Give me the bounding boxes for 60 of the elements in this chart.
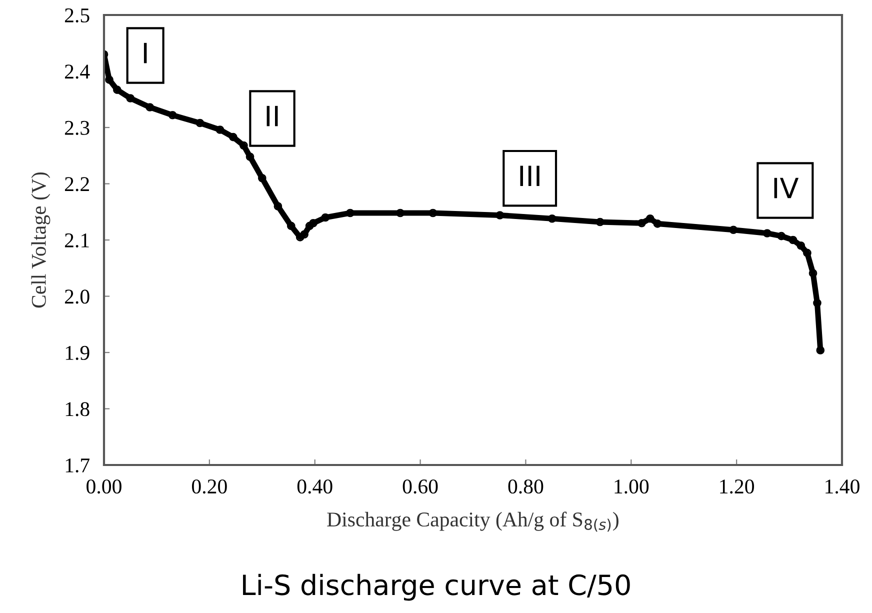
point [246,152,254,161]
text: Li-S discharge curve at C/50 [243,574,630,601]
x-tick-label: 1.20 [720,479,754,494]
point [305,222,314,230]
point [196,118,204,128]
point [808,269,818,278]
annotation: II [266,106,278,126]
point [216,126,224,134]
point [300,230,308,239]
point [321,213,330,222]
x-tick-label: 0.80 [508,479,544,494]
point [803,248,812,258]
point [729,226,738,234]
point [788,236,798,244]
point [309,218,318,228]
point [596,218,604,226]
point [274,202,282,210]
x-tick-label: 1.40 [826,479,860,494]
y-tick-label: 2.1 [64,233,89,248]
point [286,222,296,230]
annotation: I [144,42,147,64]
point [496,211,504,220]
x-tick-label: 0.00 [86,479,122,494]
y-tick-label: 2.0 [64,290,90,304]
x-tick-label: 1.00 [614,479,649,494]
y-tick-label: 2.4 [64,64,90,79]
y-tick-label: 1.8 [66,402,90,416]
x-tick-label: 0.20 [192,479,227,494]
x-tick-label: 0.40 [297,479,332,494]
annotation: IV [774,178,799,198]
y-axis-title: Cell Voltage (V) [31,172,50,308]
point [796,241,806,250]
point [228,132,238,142]
point [105,76,114,84]
point [126,94,135,102]
point [777,232,786,240]
x-tick-label: 0.60 [402,479,438,494]
annotation: III [520,166,540,186]
point [762,229,772,238]
point [548,214,556,223]
point [296,233,304,242]
point [168,110,177,120]
point [638,218,646,228]
y-tick-label: 2.2 [64,177,89,192]
point [113,86,122,94]
y-tick-label: 1.7 [66,458,90,473]
y-tick-label: 2.5 [64,8,90,23]
point [653,220,662,228]
y-tick-label: 1.9 [66,346,90,360]
point [646,214,654,223]
point [258,174,266,182]
point [428,208,438,218]
y-tick-label: 2.3 [64,120,90,136]
point [146,103,154,112]
point [346,208,354,218]
x-axis-title: Discharge Capacity (Ah/g of S$_{8(s)}$) [327,512,618,532]
point [816,346,825,354]
point [396,208,404,218]
point [813,298,822,308]
point [240,141,248,150]
